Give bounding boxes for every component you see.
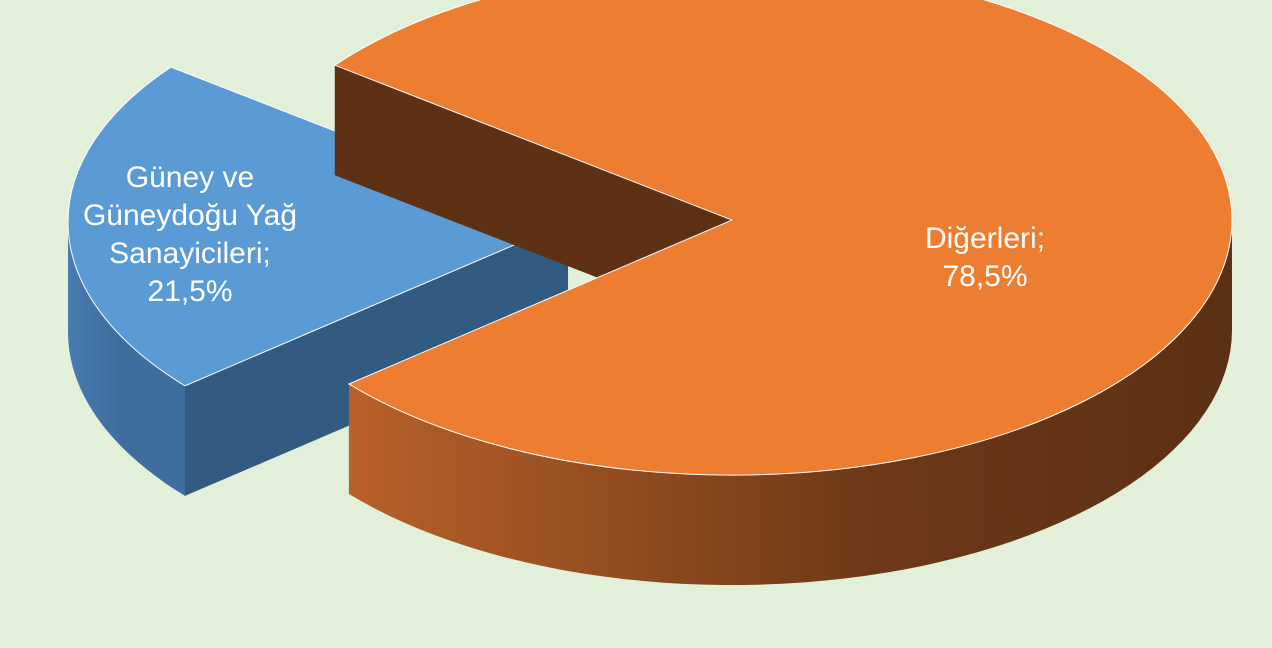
slice-wall — [68, 221, 185, 496]
slice — [67, 66, 570, 387]
value-label: 78,5% — [942, 260, 1028, 293]
data-label: Güney ve Güneydoğu Yağ Sanayicileri; 21,5… — [73, 159, 308, 311]
category-label: Güney ve Güneydoğu Yağ Sanayicileri — [82, 161, 298, 270]
slice — [333, 0, 1233, 476]
data-label: Diğerleri; 78,5% — [885, 220, 1085, 296]
label-separator: ; — [1036, 222, 1046, 255]
category-label: Diğerleri — [924, 222, 1037, 255]
label-separator: ; — [262, 237, 271, 270]
slice-wall — [348, 220, 1232, 586]
value-label: 21,5% — [147, 275, 233, 308]
